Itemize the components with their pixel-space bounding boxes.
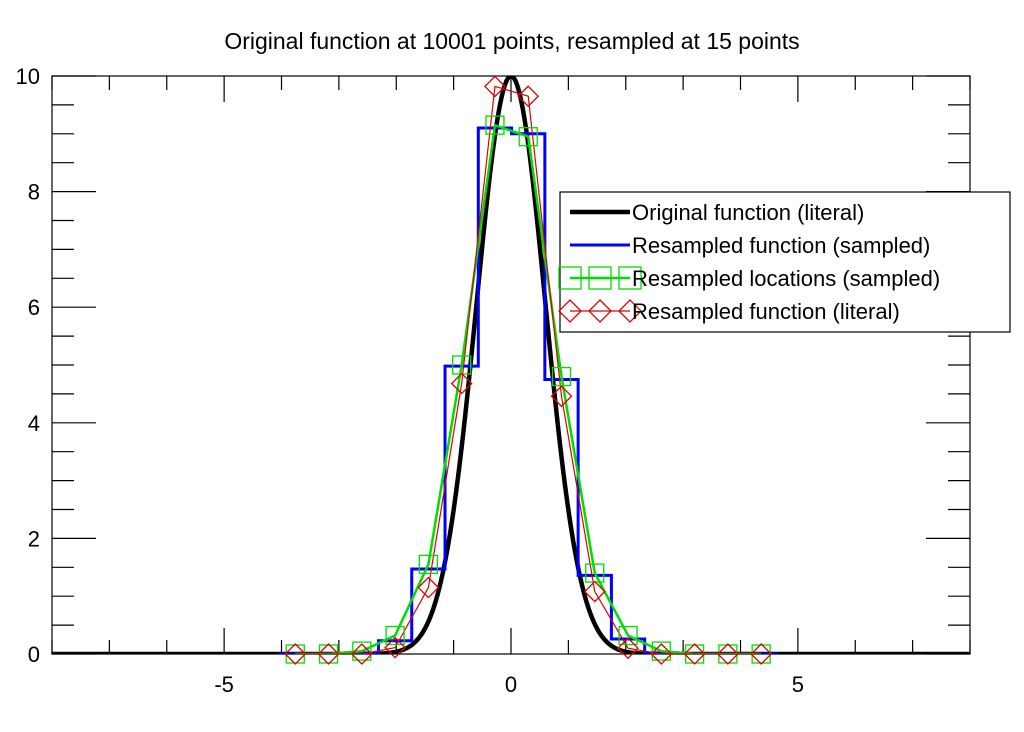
- diamond-marker: [650, 643, 673, 665]
- x-tick-label: 5: [792, 672, 804, 697]
- y-tick-label: 4: [28, 411, 40, 436]
- series-locations-line: [295, 123, 762, 654]
- diamond-marker: [617, 637, 639, 660]
- legend-diamond-marker: [618, 299, 642, 323]
- legend: Original function (literal) Resampled fun…: [558, 191, 1011, 333]
- square-marker: [318, 644, 339, 664]
- square-marker: [518, 127, 538, 147]
- series-original-line: [52, 76, 970, 654]
- x-tick-label: -5: [214, 672, 234, 697]
- diamond-marker: [317, 643, 340, 665]
- legend-diamond-marker: [558, 299, 582, 323]
- legend-label: Resampled function (sampled): [632, 233, 930, 258]
- diamond-marker: [484, 75, 506, 98]
- series-group: [52, 76, 970, 654]
- legend-square-marker: [618, 266, 642, 290]
- square-marker: [385, 625, 405, 646]
- y-tick-label: 10: [16, 64, 40, 89]
- diamond-marker: [284, 643, 307, 665]
- legend-box: [559, 191, 1011, 333]
- diamond-marker: [350, 643, 373, 665]
- legend-label: Resampled function (literal): [632, 299, 900, 324]
- legend-square-marker: [588, 266, 612, 290]
- square-marker: [352, 641, 372, 661]
- chart-title: Original function at 10001 points, resam…: [224, 28, 799, 54]
- diamond-marker: [450, 372, 473, 395]
- square-marker: [285, 644, 305, 664]
- diamond-marker: [384, 636, 407, 659]
- axes: -5 0 5 0 2 4 6 8 10: [16, 64, 971, 697]
- plot-area: [52, 75, 970, 665]
- diamond-marker: [716, 643, 739, 665]
- square-marker: [618, 625, 638, 646]
- square-marker: [418, 554, 439, 575]
- y-tick-label: 8: [28, 180, 40, 205]
- x-tick-label: 0: [505, 672, 517, 697]
- square-marker: [718, 644, 738, 664]
- legend-label: Original function (literal): [632, 200, 864, 225]
- legend-square-marker: [558, 266, 582, 290]
- diamond-marker: [517, 85, 540, 108]
- legend-label: Resampled locations (sampled): [632, 266, 940, 291]
- diamond-marker: [683, 643, 706, 665]
- square-marker: [651, 641, 671, 661]
- square-marker: [485, 115, 505, 135]
- diamond-marker: [550, 385, 573, 408]
- square-marker: [684, 644, 705, 664]
- y-tick-label: 2: [28, 526, 40, 551]
- diamond-marker: [750, 643, 773, 665]
- diamond-marker: [583, 580, 606, 603]
- diamond-marker: [417, 576, 440, 599]
- series-literal-line: [295, 85, 762, 654]
- y-tick-label: 0: [28, 642, 40, 667]
- legend-diamond-marker: [588, 299, 612, 323]
- plot-frame: [51, 75, 971, 655]
- square-marker: [751, 644, 771, 664]
- y-tick-label: 6: [28, 295, 40, 320]
